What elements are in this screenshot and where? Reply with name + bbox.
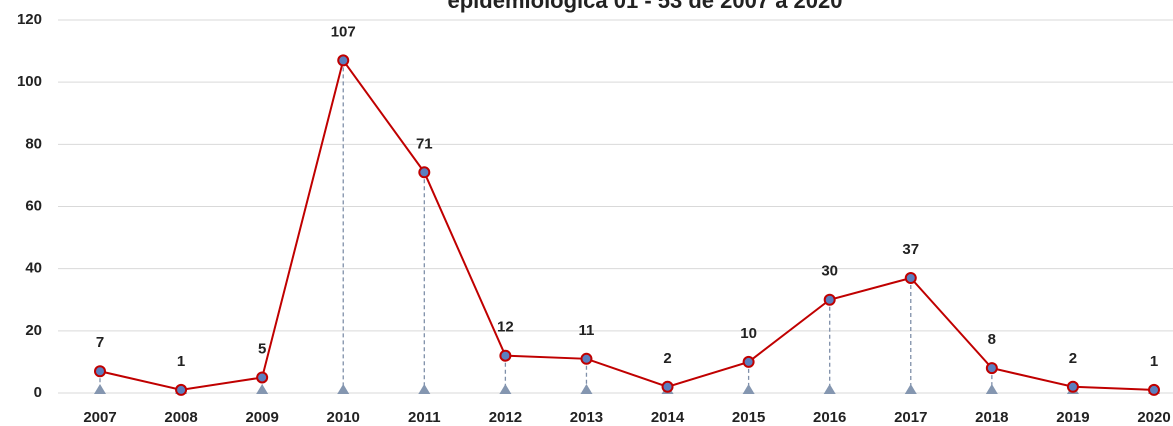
baseline-marker bbox=[499, 384, 512, 394]
point bbox=[823, 293, 836, 306]
y-tick-label: 20 bbox=[25, 322, 42, 339]
y-tick-label: 60 bbox=[25, 197, 42, 214]
x-tick-label: 2009 bbox=[245, 409, 278, 426]
baseline-marker bbox=[94, 384, 106, 394]
point bbox=[175, 383, 188, 396]
data-label: 2 bbox=[1069, 350, 1077, 367]
x-tick-label: 2017 bbox=[894, 409, 927, 426]
baseline-marker bbox=[256, 384, 269, 394]
point bbox=[661, 380, 674, 393]
baseline-marker bbox=[823, 384, 836, 394]
point bbox=[1066, 380, 1079, 393]
x-tick-label: 2018 bbox=[975, 409, 1008, 426]
x-tick-label: 2015 bbox=[732, 409, 765, 426]
baseline-marker bbox=[418, 384, 431, 394]
x-tick-label: 2020 bbox=[1137, 409, 1170, 426]
data-label: 37 bbox=[902, 241, 919, 258]
x-tick-label: 2007 bbox=[83, 409, 116, 426]
x-tick-label: 2012 bbox=[489, 409, 522, 426]
data-label: 11 bbox=[579, 322, 595, 339]
point bbox=[94, 365, 106, 378]
chart-title: epidemiológica 01 - 53 de 2007 a 2020 bbox=[448, 0, 843, 13]
data-label: 5 bbox=[258, 340, 266, 357]
point bbox=[337, 54, 350, 67]
data-label: 1 bbox=[177, 353, 185, 370]
baseline-marker bbox=[742, 384, 755, 394]
point bbox=[742, 355, 755, 368]
data-label: 71 bbox=[416, 135, 433, 152]
point bbox=[256, 371, 269, 384]
point bbox=[985, 362, 998, 375]
data-label: 12 bbox=[497, 319, 514, 336]
x-tick-label: 2011 bbox=[408, 409, 441, 426]
y-tick-label: 80 bbox=[25, 135, 42, 152]
x-tick-label: 2010 bbox=[327, 409, 360, 426]
baseline-marker bbox=[904, 384, 917, 394]
point bbox=[499, 349, 512, 362]
data-label: 107 bbox=[331, 23, 356, 40]
point bbox=[418, 166, 431, 179]
baseline-marker bbox=[985, 384, 998, 394]
y-tick-label: 40 bbox=[25, 260, 42, 277]
point bbox=[580, 352, 593, 365]
baseline-marker bbox=[337, 384, 350, 394]
y-tick-label: 100 bbox=[17, 73, 42, 90]
data-label: 8 bbox=[988, 331, 996, 348]
x-tick-label: 2013 bbox=[570, 409, 603, 426]
y-tick-label: 120 bbox=[17, 11, 42, 28]
y-tick-label: 0 bbox=[34, 384, 42, 401]
point bbox=[904, 271, 917, 284]
x-tick-label: 2016 bbox=[813, 409, 846, 426]
data-label: 2 bbox=[663, 350, 671, 367]
data-label: 1 bbox=[1150, 353, 1158, 370]
data-label: 10 bbox=[740, 325, 757, 342]
point bbox=[1148, 383, 1160, 396]
x-tick-label: 2019 bbox=[1056, 409, 1089, 426]
baseline-marker bbox=[580, 384, 593, 394]
data-label: 30 bbox=[821, 263, 838, 280]
x-tick-label: 2008 bbox=[164, 409, 197, 426]
x-tick-label: 2014 bbox=[651, 409, 685, 426]
line bbox=[99, 58, 1155, 391]
data-label: 7 bbox=[96, 334, 104, 351]
